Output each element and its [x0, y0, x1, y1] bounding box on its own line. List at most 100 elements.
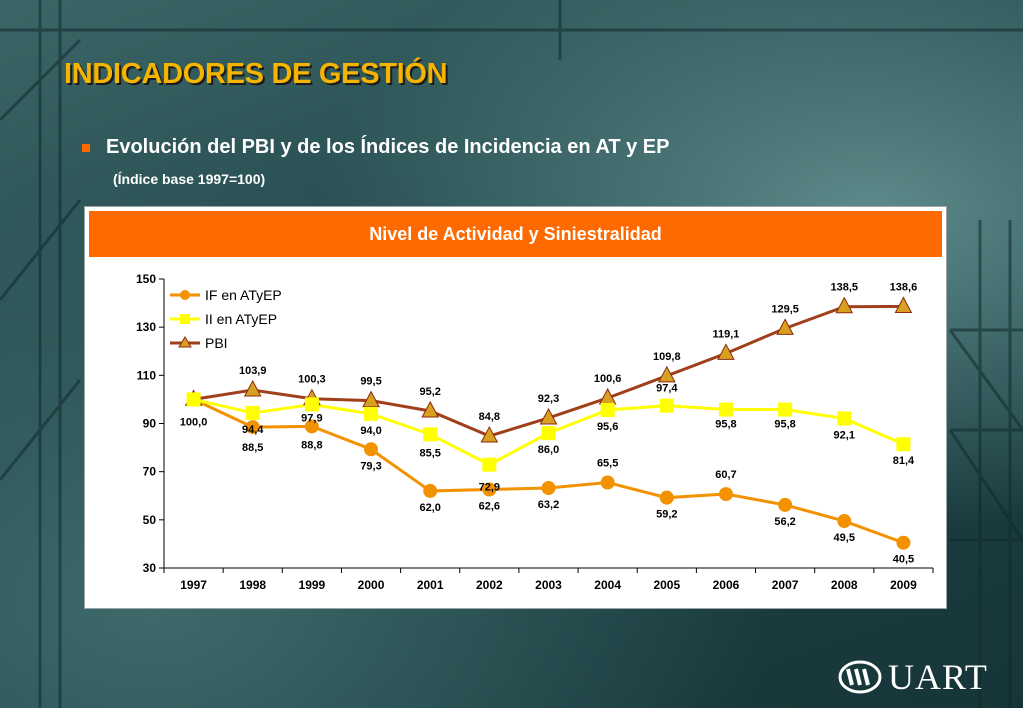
x-tick-label: 1999 [299, 578, 326, 592]
data-point [421, 400, 440, 418]
data-point [362, 390, 380, 408]
x-tick-label: 2005 [653, 578, 680, 592]
x-tick-label: 2004 [594, 578, 621, 592]
data-point [186, 392, 201, 407]
data-label: 95,8 [715, 419, 736, 431]
data-label: 99,5 [360, 376, 381, 388]
y-tick-label: 50 [143, 513, 157, 527]
subtitle-row: Evolución del PBI y de los Índices de In… [82, 136, 670, 159]
line-chart: 30 50 70 90 110 130 150 1997 1998 1999 2000 2001 200… [136, 272, 934, 592]
y-tick-label: 150 [136, 272, 156, 286]
data-point [245, 420, 260, 435]
x-tick-label: 2007 [772, 578, 799, 592]
data-label: 86,0 [538, 444, 559, 456]
x-tick-label: 2003 [535, 578, 562, 592]
legend-label: PBI [205, 335, 228, 351]
y-tick-label: 110 [137, 368, 157, 382]
data-label: 100,3 [298, 374, 326, 386]
data-point [718, 402, 733, 417]
data-point [539, 407, 558, 425]
data-label: 97,9 [301, 412, 322, 424]
legend-marker [180, 290, 190, 300]
data-label: 85,5 [419, 447, 440, 459]
data-point [364, 442, 379, 457]
data-point [423, 427, 438, 442]
data-label: 62,6 [479, 500, 500, 512]
data-label: 59,2 [656, 509, 677, 521]
x-tick-label: 1997 [180, 578, 207, 592]
data-label: 65,5 [597, 458, 618, 470]
data-point [896, 535, 911, 550]
data-point [364, 406, 379, 421]
data-label: 129,5 [771, 303, 799, 315]
data-point [245, 405, 260, 420]
x-tick-label: 1998 [239, 578, 266, 592]
x-tick-label: 2009 [890, 578, 917, 592]
logo-text: UART [888, 657, 988, 697]
slide-subtitle: Evolución del PBI y de los Índices de In… [106, 136, 670, 158]
legend-label: IF en ATyEP [205, 287, 282, 303]
data-label: 84,8 [479, 411, 500, 423]
data-point [541, 481, 556, 496]
data-label: 95,2 [419, 386, 440, 398]
data-point [423, 483, 438, 498]
y-tick-label: 30 [143, 561, 157, 575]
x-tick-label: 2002 [476, 578, 503, 592]
y-tick-label: 90 [143, 417, 157, 431]
data-label: 103,9 [239, 365, 267, 377]
data-label: 95,8 [774, 419, 795, 431]
y-tick-label: 130 [136, 320, 156, 334]
slide-title: INDICADORES DE GESTIÓN [64, 58, 448, 90]
data-label: 92,3 [538, 393, 559, 405]
data-label: 100,0 [180, 416, 208, 428]
data-point [659, 398, 674, 413]
data-label: 88,5 [242, 442, 263, 454]
data-point [657, 365, 676, 383]
data-point [600, 475, 615, 490]
data-point [776, 318, 794, 335]
data-label: 94,4 [242, 424, 264, 436]
data-label: 119,1 [713, 328, 740, 340]
data-label: 81,4 [893, 455, 915, 467]
data-label: 79,3 [360, 460, 381, 472]
y-tick-label: 70 [143, 465, 157, 479]
data-label: 92,1 [834, 429, 855, 441]
data-label: 138,6 [890, 281, 918, 293]
data-label: 95,6 [597, 421, 618, 433]
data-point [304, 419, 319, 434]
data-label: 109,8 [653, 351, 681, 363]
data-label: 138,5 [831, 282, 859, 294]
x-tick-label: 2008 [831, 578, 858, 592]
logo-emblem-icon [838, 660, 882, 694]
data-point [778, 402, 793, 417]
data-point [894, 296, 913, 313]
chart-title: Nivel de Actividad y Siniestralidad [89, 211, 942, 257]
data-point [837, 411, 852, 426]
data-label: 49,5 [834, 532, 855, 544]
data-point [835, 296, 854, 314]
data-point [778, 497, 793, 512]
bullet-icon [82, 143, 90, 152]
data-label: 94,0 [360, 425, 381, 437]
data-point [717, 343, 735, 360]
data-label: 40,5 [893, 554, 914, 566]
data-point [541, 426, 556, 441]
data-point [480, 425, 499, 443]
legend-marker [178, 336, 192, 348]
data-label: 62,0 [419, 502, 440, 514]
data-point [482, 457, 497, 472]
data-point [837, 514, 852, 529]
index-base-note: (Índice base 1997=100) [113, 171, 266, 187]
data-point [243, 379, 262, 397]
legend-marker [180, 314, 190, 324]
data-label: 100,6 [594, 373, 622, 385]
data-point [659, 490, 674, 505]
data-point [896, 437, 911, 452]
data-label: 56,2 [774, 516, 795, 528]
data-label: 63,2 [538, 499, 559, 511]
x-tick-label: 2001 [417, 578, 444, 592]
data-point [600, 403, 615, 418]
x-tick-label: 2000 [358, 578, 385, 592]
data-label: 88,8 [301, 439, 322, 451]
